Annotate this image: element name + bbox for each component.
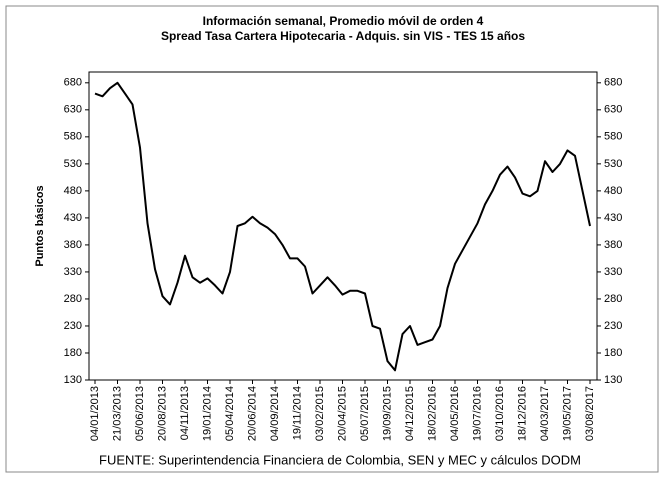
- y-tick-label: 380: [64, 239, 82, 251]
- x-tick-label: 18/12/2016: [516, 386, 528, 441]
- y2-tick-label: 480: [604, 185, 622, 197]
- x-tick-label: 21/03/2013: [111, 386, 123, 441]
- y2-tick-label: 530: [604, 158, 622, 170]
- x-tick-label: 20/08/2013: [156, 386, 168, 441]
- y2-tick-label: 430: [604, 212, 622, 224]
- y-tick-label: 330: [64, 266, 82, 278]
- x-tick-label: 03/10/2016: [494, 386, 506, 441]
- y2-tick-label: 380: [604, 239, 622, 251]
- x-tick-label: 18/02/2016: [426, 386, 438, 441]
- x-tick-label: 04/01/2013: [89, 386, 101, 441]
- y2-tick-label: 680: [604, 77, 622, 89]
- x-tick-label: 04/03/2017: [539, 386, 551, 441]
- y2-tick-label: 280: [604, 293, 622, 305]
- data-line: [94, 81, 591, 372]
- source-note: FUENTE: Superintendencia Financiera de C…: [99, 452, 581, 467]
- y-axis-label: Puntos básicos: [34, 185, 46, 266]
- x-tick-label: 04/11/2013: [179, 386, 191, 440]
- y2-tick-label: 130: [604, 374, 622, 386]
- y-tick-label: 430: [64, 212, 82, 224]
- y2-tick-label: 230: [604, 320, 622, 332]
- x-tick-label: 03/08/2017: [584, 386, 596, 441]
- y-tick-label: 230: [64, 320, 82, 332]
- y-tick-label: 480: [64, 185, 82, 197]
- x-tick-label: 05/07/2015: [359, 386, 371, 441]
- chart-frame: [5, 5, 659, 473]
- y2-tick-label: 330: [604, 266, 622, 278]
- x-tick-label: 05/06/2013: [134, 386, 146, 441]
- y2-tick-label: 180: [604, 347, 622, 359]
- y2-tick-label: 630: [604, 104, 622, 116]
- x-tick-label: 19/07/2016: [471, 386, 483, 441]
- x-tick-label: 04/09/2014: [269, 386, 281, 441]
- y-tick-label: 280: [64, 293, 82, 305]
- x-tick-label: 04/12/2015: [404, 386, 416, 441]
- chart-subtitle: Spread Tasa Cartera Hipotecaria - Adquis…: [161, 29, 525, 43]
- y-tick-label: 580: [64, 131, 82, 143]
- y-tick-label: 530: [64, 158, 82, 170]
- x-tick-label: 19/05/2017: [561, 386, 573, 441]
- x-tick-label: 19/11/2014: [291, 386, 303, 440]
- y-tick-label: 180: [64, 347, 82, 359]
- x-tick-label: 05/04/2014: [224, 386, 236, 441]
- x-tick-label: 04/05/2016: [449, 386, 461, 441]
- x-tick-label: 03/02/2015: [314, 386, 326, 441]
- chart-title: Información semanal, Promedio móvil de o…: [203, 14, 484, 28]
- y-tick-label: 130: [64, 374, 82, 386]
- x-tick-label: 20/06/2014: [246, 386, 258, 441]
- y-tick-label: 680: [64, 77, 82, 89]
- x-tick-label: 19/01/2014: [201, 386, 213, 441]
- y2-tick-label: 580: [604, 131, 622, 143]
- y-tick-label: 630: [64, 104, 82, 116]
- x-tick-label: 19/09/2015: [381, 386, 393, 441]
- x-tick-label: 20/04/2015: [336, 386, 348, 441]
